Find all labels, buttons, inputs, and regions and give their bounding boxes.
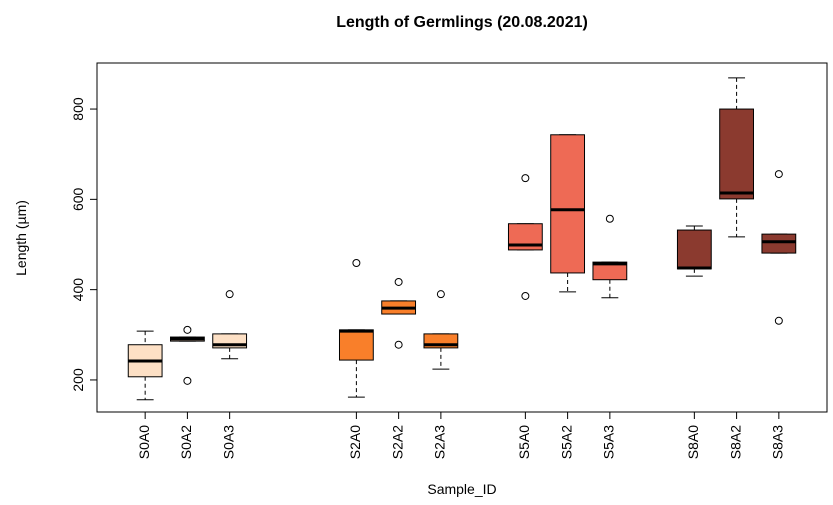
y-tick-label: 800: [70, 97, 86, 121]
outlier: [183, 376, 192, 385]
x-tick-label: S5A3: [601, 425, 617, 459]
outlier: [605, 214, 614, 223]
box: [719, 108, 754, 200]
y-tick-label: 200: [70, 368, 86, 392]
box: [676, 229, 712, 270]
x-tick-label: S8A0: [685, 425, 701, 459]
chart-title: Length of Germlings (20.08.2021): [336, 14, 588, 31]
box: [550, 134, 586, 274]
outlier: [225, 290, 234, 299]
outlier: [394, 340, 403, 349]
x-tick-label: S2A3: [432, 425, 448, 459]
y-axis-label: Length (µm): [13, 200, 29, 276]
outlier: [774, 170, 783, 179]
x-tick-label: S0A3: [220, 425, 236, 459]
box: [592, 261, 628, 281]
x-tick-label: S0A2: [178, 425, 194, 459]
x-axis-label: Sample_ID: [427, 481, 496, 497]
outlier: [183, 325, 192, 334]
x-tick-label: S2A2: [389, 425, 405, 459]
outlier: [352, 259, 361, 268]
x-tick-label: S0A0: [136, 425, 152, 459]
y-tick-label: 400: [70, 278, 86, 302]
x-tick-label: S5A0: [516, 425, 532, 459]
outlier: [394, 277, 403, 286]
plot-frame: [96, 62, 828, 413]
x-tick-label: S5A2: [558, 425, 574, 459]
y-tick-label: 600: [70, 187, 86, 211]
outlier: [774, 316, 783, 325]
box: [761, 233, 797, 254]
x-tick-label: S2A0: [347, 425, 363, 459]
outlier: [521, 291, 530, 300]
outlier: [521, 174, 530, 183]
box: [338, 329, 374, 361]
x-tick-label: S8A3: [770, 425, 786, 459]
outlier: [436, 290, 445, 299]
x-tick-label: S8A2: [727, 425, 743, 459]
